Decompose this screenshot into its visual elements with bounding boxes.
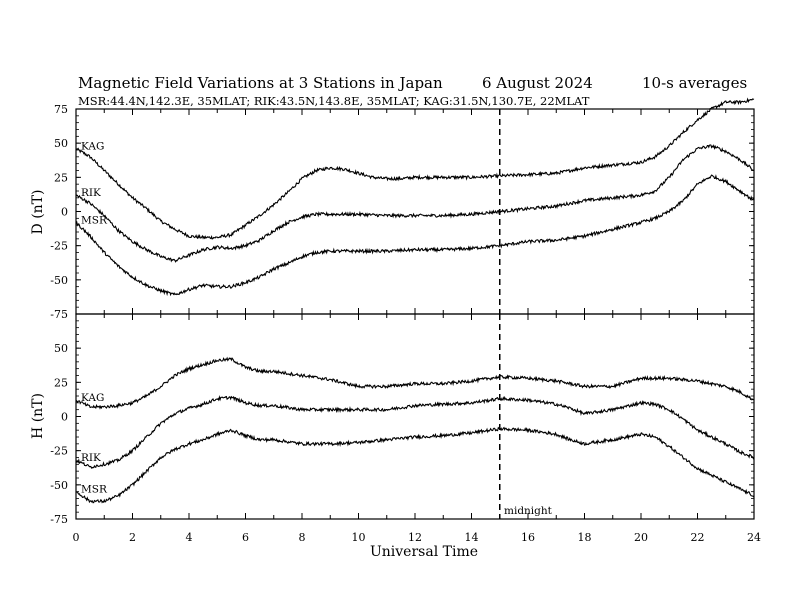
- series-line-rik-top: [75, 144, 755, 263]
- y-tick-label: -75: [50, 308, 68, 321]
- x-tick-label: 20: [634, 531, 648, 544]
- y-tick-label: -75: [50, 513, 68, 526]
- x-tick-label: 8: [299, 531, 306, 544]
- x-tick-label: 2: [129, 531, 136, 544]
- x-tick-label: 24: [747, 531, 761, 544]
- series-line-rik-bottom: [75, 394, 755, 469]
- series-line-kag-top: [75, 97, 755, 240]
- station-label-rik: RIK: [81, 452, 101, 464]
- top-y-axis-label: D (nT): [30, 190, 46, 235]
- y-tick-label: 0: [61, 206, 68, 219]
- x-tick-label: 12: [408, 531, 422, 544]
- series-lines: [75, 97, 755, 504]
- x-tick-label: 6: [242, 531, 249, 544]
- station-label-kag: KAG: [81, 141, 104, 153]
- x-tick-label: 10: [352, 531, 366, 544]
- y-tick-label: 50: [54, 342, 68, 355]
- x-tick-label: 4: [186, 531, 193, 544]
- x-axis-label: Universal Time: [370, 544, 478, 560]
- station-labels: KAG RIK MSR KAG RIK MSR: [81, 141, 108, 496]
- y-tick-label: 25: [54, 376, 68, 389]
- series-line-msr-bottom: [75, 426, 755, 504]
- y-tick-label: 0: [61, 411, 68, 424]
- chart-averaging: 10-s averages: [642, 74, 747, 92]
- y-tick-label: -25: [50, 445, 68, 458]
- station-label-msr: MSR: [81, 484, 108, 496]
- station-label-kag: KAG: [81, 392, 104, 404]
- station-label-msr: MSR: [81, 214, 108, 226]
- x-tick-label: 16: [521, 531, 535, 544]
- top-panel-frame: [75, 108, 755, 315]
- y-tick-label: 75: [54, 103, 68, 116]
- y-tick-label: -50: [50, 274, 68, 287]
- chart-date: 6 August 2024: [482, 74, 593, 92]
- x-tick-label: 14: [465, 531, 479, 544]
- x-tick-label: 22: [691, 531, 705, 544]
- chart-subtitle: MSR:44.4N,142.3E, 35MLAT; RIK:43.5N,143.…: [78, 94, 590, 108]
- bottom-panel-frame: [75, 313, 755, 520]
- station-label-rik: RIK: [81, 187, 101, 199]
- x-tick-label: 0: [73, 531, 80, 544]
- midnight-annotation: midnight: [504, 505, 553, 517]
- bottom-y-axis-label: H (nT): [30, 393, 46, 439]
- series-line-msr-top: [75, 174, 755, 297]
- y-tick-label: -25: [50, 240, 68, 253]
- series-line-kag-bottom: [75, 356, 755, 410]
- x-tick-label: 18: [578, 531, 592, 544]
- y-tick-label: 25: [54, 171, 68, 184]
- y-tick-label: 50: [54, 137, 68, 150]
- chart-title: Magnetic Field Variations at 3 Stations …: [78, 74, 443, 92]
- y-tick-label: -50: [50, 479, 68, 492]
